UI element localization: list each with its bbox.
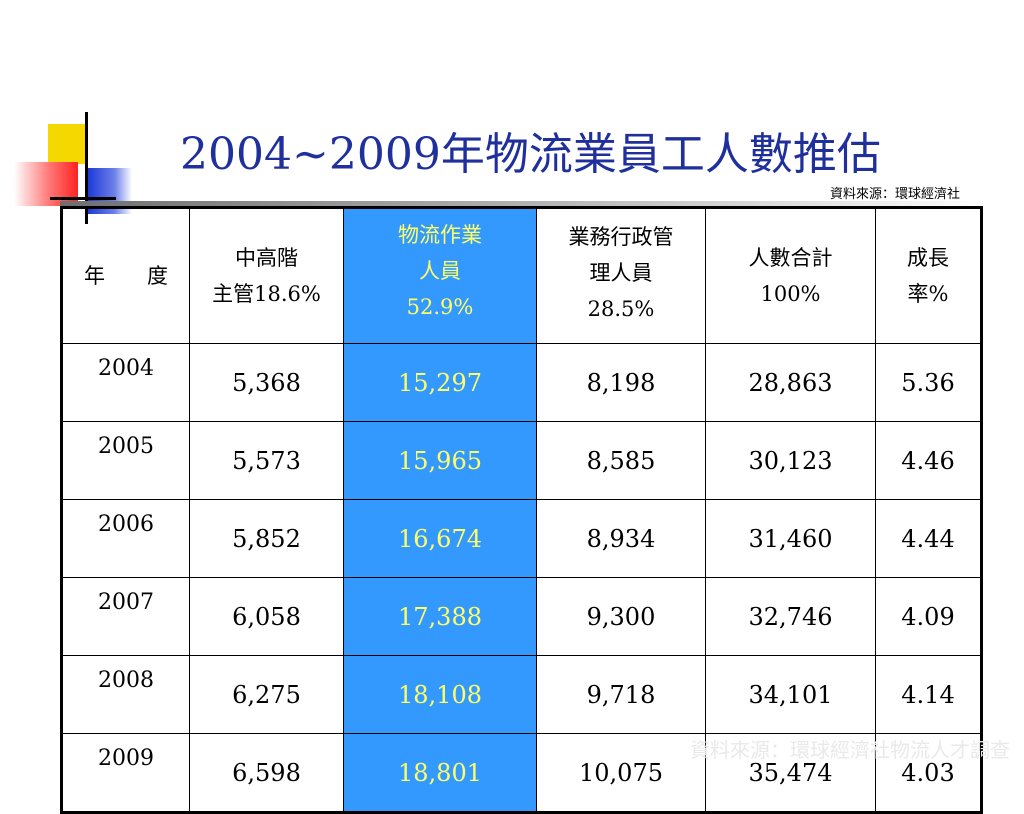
cell-logistics: 16,674 [343,499,537,578]
header-row: 年 度 中高階 主管18.6% 物流作業 人員 52.9% 業務行政管 理人員 … [61,207,982,344]
source-note: 資料來源：環球經濟社 [829,187,960,202]
cell-growth: 4.44 [875,499,982,578]
header-line: 率% [907,282,949,306]
header-admin-staff: 業務行政管 理人員 28.5% [536,207,706,344]
cell-total: 28,863 [705,343,876,422]
decor-yellow-square [48,124,88,164]
cell-logistics: 15,965 [343,421,537,500]
source-footer: 資料來源：環球經濟社物流人才調查 [690,738,1010,762]
table-row: 2006 5,852 16,674 8,934 31,460 4.44 [61,499,982,578]
header-line: 人員 [419,259,461,283]
cell-admin: 10,075 [536,733,706,813]
table-row: 2005 5,573 15,965 8,585 30,123 4.46 [61,421,982,500]
cell-admin: 8,585 [536,421,706,500]
decor-horizontal-line [50,197,116,200]
header-line: 理人員 [589,261,653,285]
header-senior-managers: 中高階 主管18.6% [189,207,344,344]
cell-logistics: 17,388 [343,577,537,656]
cell-total: 34,101 [705,655,876,734]
header-line: 100% [760,282,821,306]
cell-admin: 8,198 [536,343,706,422]
cell-senior: 6,058 [189,577,344,656]
cell-growth: 4.46 [875,421,982,500]
cell-total: 31,460 [705,499,876,578]
header-line: 28.5% [587,297,655,321]
cell-senior: 6,275 [189,655,344,734]
header-growth-rate: 成長 率% [875,207,982,344]
cell-year: 2004 [61,343,190,422]
cell-growth: 4.14 [875,655,982,734]
cell-admin: 8,934 [536,499,706,578]
cell-senior: 5,573 [189,421,344,500]
header-year-label: 年 度 [84,264,168,288]
cell-senior: 5,852 [189,499,344,578]
header-line: 成長 [907,246,949,270]
header-line: 物流作業 [398,223,482,247]
cell-year: 2009 [61,733,190,813]
cell-admin: 9,718 [536,655,706,734]
header-year: 年 度 [61,207,190,344]
cell-growth: 4.09 [875,577,982,656]
header-logistics-staff: 物流作業 人員 52.9% [343,207,537,344]
cell-senior: 6,598 [189,733,344,813]
cell-admin: 9,300 [536,577,706,656]
header-line: 主管18.6% [212,282,321,306]
header-line: 52.9% [406,295,474,319]
cell-year: 2008 [61,655,190,734]
slide-title: 2004~2009年物流業員工人數推估 [180,129,881,180]
cell-year: 2005 [61,421,190,500]
data-table: 年 度 中高階 主管18.6% 物流作業 人員 52.9% 業務行政管 理人員 … [60,206,983,814]
cell-logistics: 18,108 [343,655,537,734]
cell-year: 2007 [61,577,190,656]
header-line: 業務行政管 [568,225,674,249]
cell-logistics: 15,297 [343,343,537,422]
cell-growth: 5.36 [875,343,982,422]
header-line: 人數合計 [748,246,833,270]
decor-vertical-line [85,112,88,224]
cell-logistics: 18,801 [343,733,537,813]
header-line: 中高階 [235,246,298,270]
table-row: 2008 6,275 18,108 9,718 34,101 4.14 [61,655,982,734]
title-underline [60,201,980,207]
cell-year: 2006 [61,499,190,578]
table-row: 2007 6,058 17,388 9,300 32,746 4.09 [61,577,982,656]
header-total: 人數合計 100% [705,207,876,344]
cell-total: 30,123 [705,421,876,500]
table-row: 2004 5,368 15,297 8,198 28,863 5.36 [61,343,982,422]
cell-total: 32,746 [705,577,876,656]
cell-senior: 5,368 [189,343,344,422]
